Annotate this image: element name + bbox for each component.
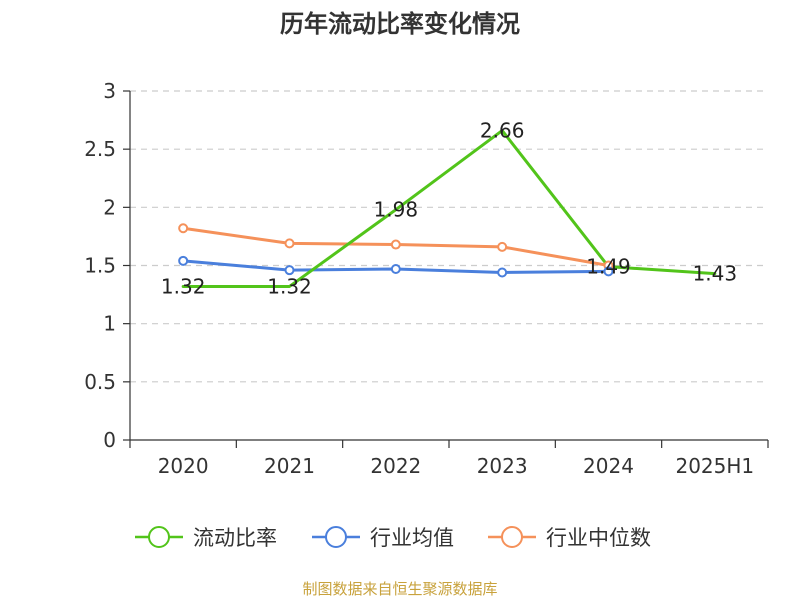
source-note: 制图数据来自恒生聚源数据库 <box>302 580 497 598</box>
x-tick-label: 2025H1 <box>675 454 754 478</box>
series-point <box>497 241 508 252</box>
y-tick-label: 3 <box>103 79 116 103</box>
legend-swatch-marker <box>148 526 170 548</box>
series-point <box>390 239 401 250</box>
data-label: 1.98 <box>374 198 419 222</box>
legend-swatch-marker <box>325 526 347 548</box>
data-label: 1.32 <box>161 274 206 298</box>
x-tick-label: 2021 <box>264 454 315 478</box>
series-point <box>603 266 614 277</box>
x-tick-label: 2020 <box>158 454 209 478</box>
y-tick-label: 1 <box>103 312 116 336</box>
legend-item[interactable]: 流动比率 <box>135 526 277 550</box>
data-label: 2.66 <box>480 119 525 143</box>
series-line <box>181 129 717 288</box>
series-markers <box>178 223 614 278</box>
legend-item[interactable]: 行业均值 <box>312 526 454 550</box>
series-point <box>178 255 189 266</box>
series-point <box>390 263 401 274</box>
x-tick-label: 2024 <box>583 454 634 478</box>
gridlines <box>130 90 768 383</box>
data-label: 1.32 <box>267 274 312 298</box>
axes: 0 0.5 1 1.5 2 2.5 3 2020 2021 2022 2023 2024 2025H1 <box>84 79 769 478</box>
y-tick-label: 0 <box>103 428 116 452</box>
series-point <box>284 265 295 276</box>
legend-item[interactable]: 行业中位数 <box>488 526 651 550</box>
y-tick-label: 2 <box>103 195 116 219</box>
x-tick-label: 2023 <box>477 454 528 478</box>
y-tick-label: 1.5 <box>84 254 116 278</box>
data-label: 1.49 <box>586 255 631 279</box>
y-tick-label: 2.5 <box>84 137 116 161</box>
legend-label: 流动比率 <box>193 526 277 550</box>
legend-label: 行业中位数 <box>546 526 651 550</box>
series-point <box>178 223 189 234</box>
chart-title: 历年流动比率变化情况 <box>280 10 520 38</box>
x-tick-label: 2022 <box>370 454 421 478</box>
data-label: 1.43 <box>693 262 738 286</box>
series-point <box>497 267 508 278</box>
legend-label: 行业均值 <box>370 526 454 550</box>
series-lines <box>181 129 717 288</box>
series-point <box>284 238 295 249</box>
legend: 流动比率 行业均值 行业中位数 <box>135 526 651 550</box>
data-labels: 1.32 1.32 1.98 2.66 1.49 1.43 <box>161 119 737 299</box>
legend-swatch-marker <box>501 526 523 548</box>
y-tick-label: 0.5 <box>84 370 116 394</box>
